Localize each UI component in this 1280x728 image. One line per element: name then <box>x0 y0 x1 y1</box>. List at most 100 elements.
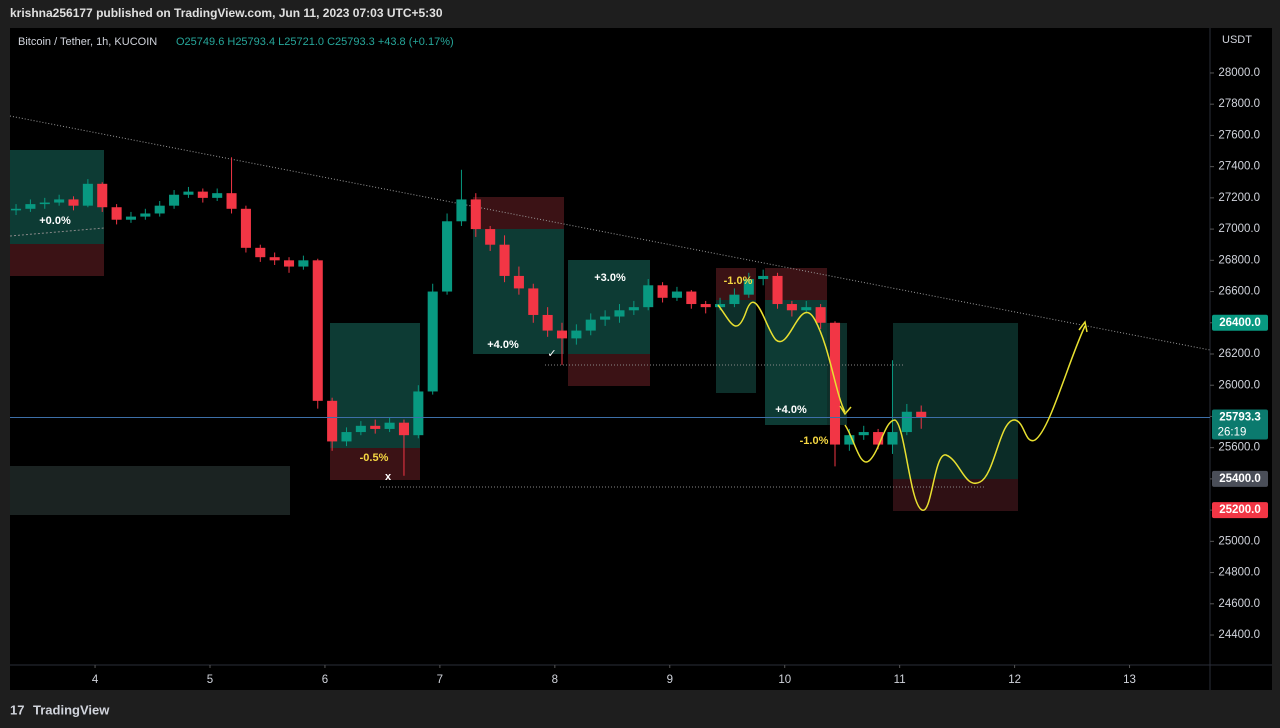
candle-body <box>657 285 668 298</box>
candle-body <box>283 260 295 267</box>
candle-body <box>398 422 409 436</box>
y-tick-label: 24600.0 <box>1218 598 1260 610</box>
x-tick-label: 13 <box>1123 674 1136 686</box>
price-label-box <box>1212 314 1268 331</box>
candle-body <box>427 291 438 392</box>
candle-body <box>68 199 79 206</box>
x-tick-label: 6 <box>322 674 328 686</box>
y-tick-label: 26000.0 <box>1218 379 1260 391</box>
price-label: 25793.3 <box>1219 412 1261 424</box>
candle-body <box>456 199 467 222</box>
candle-body <box>197 191 208 198</box>
candle-body <box>39 202 50 205</box>
candle-body <box>370 425 381 429</box>
candle-body <box>858 432 869 436</box>
candle-body <box>212 193 223 198</box>
candle-body <box>97 183 108 208</box>
candle-body <box>513 275 524 289</box>
annotation: +0.0% <box>39 215 71 227</box>
candle-body <box>743 279 754 295</box>
y-tick-label: 24400.0 <box>1218 629 1260 641</box>
candle-body <box>327 400 338 442</box>
candle-body <box>916 411 927 418</box>
candle-body <box>111 207 122 220</box>
candle-body <box>600 316 611 320</box>
candle-body <box>585 319 596 331</box>
annotation: -0.5% <box>360 452 389 464</box>
candle-body <box>729 294 740 305</box>
x-tick-label: 10 <box>778 674 791 686</box>
annotation: -1.0% <box>724 275 753 287</box>
candle-body <box>355 425 366 433</box>
candle-body <box>528 288 539 315</box>
annotation: x <box>385 471 392 483</box>
candle-body <box>671 291 682 298</box>
candle-body <box>269 257 280 261</box>
y-tick-label: 25000.0 <box>1218 535 1260 547</box>
price-label-box <box>1212 502 1268 519</box>
candle-body <box>772 275 783 305</box>
candle-body <box>571 330 582 339</box>
logo: 17 <box>10 702 24 717</box>
candle-body <box>542 314 553 331</box>
countdown: 26:19 <box>1218 427 1247 439</box>
candle-body <box>470 199 481 230</box>
candle-body <box>255 247 266 258</box>
y-tick-label: 27800.0 <box>1218 98 1260 110</box>
candle-body <box>556 330 568 339</box>
x-tick-label: 4 <box>92 674 99 686</box>
x-tick-label: 5 <box>207 674 213 686</box>
candle-body <box>82 183 93 206</box>
candle-body <box>140 213 151 217</box>
y-tick-label: 27200.0 <box>1218 192 1260 204</box>
y-tick-label: 24800.0 <box>1218 567 1260 579</box>
header-bar <box>0 0 1280 28</box>
y-tick-label: 27400.0 <box>1218 161 1260 173</box>
candle-body <box>815 307 826 323</box>
price-label-box <box>1212 409 1268 440</box>
position-box <box>10 466 290 515</box>
annotation: +3.0% <box>594 272 626 284</box>
x-tick-label: 9 <box>667 674 673 686</box>
position-box <box>330 448 420 480</box>
y-tick-label: 26200.0 <box>1218 348 1260 360</box>
y-tick-label: 27600.0 <box>1218 129 1260 141</box>
candle-body <box>442 221 453 292</box>
annotation: ✓ <box>547 348 556 360</box>
price-label: 26400.0 <box>1219 317 1261 329</box>
y-axis-label: USDT <box>1222 34 1252 46</box>
position-box <box>473 197 564 229</box>
position-box <box>10 244 104 276</box>
annotation: +4.0% <box>775 404 807 416</box>
candle-body <box>226 193 237 209</box>
candle-body <box>125 216 137 220</box>
y-tick-label: 27000.0 <box>1218 223 1260 235</box>
price-label-box <box>1212 470 1268 487</box>
y-tick-label: 26600.0 <box>1218 286 1260 298</box>
candle-body <box>643 285 654 308</box>
position-box <box>568 260 650 354</box>
candle-body <box>54 199 65 203</box>
candle-body <box>901 411 912 433</box>
x-tick-label: 7 <box>437 674 443 686</box>
candle-body <box>341 432 352 442</box>
candle-body <box>169 194 180 206</box>
candle-body <box>384 422 395 429</box>
position-box <box>893 323 1018 479</box>
chart-title: Bitcoin / Tether, 1h, KUCOIN <box>18 36 157 48</box>
candle-body <box>801 307 812 311</box>
candle-body <box>887 432 898 445</box>
candle-body <box>686 291 697 305</box>
candle-body <box>240 208 251 248</box>
candle-body <box>25 204 36 209</box>
candle-body <box>183 191 194 195</box>
candle-body <box>154 205 165 214</box>
annotation: -1.0% <box>800 435 829 447</box>
candle-body <box>715 304 726 308</box>
footer-brand: TradingView <box>33 702 110 717</box>
y-tick-label: 25600.0 <box>1218 442 1260 454</box>
candle-body <box>312 260 323 401</box>
position-box <box>568 354 650 386</box>
candle-body <box>499 244 510 276</box>
